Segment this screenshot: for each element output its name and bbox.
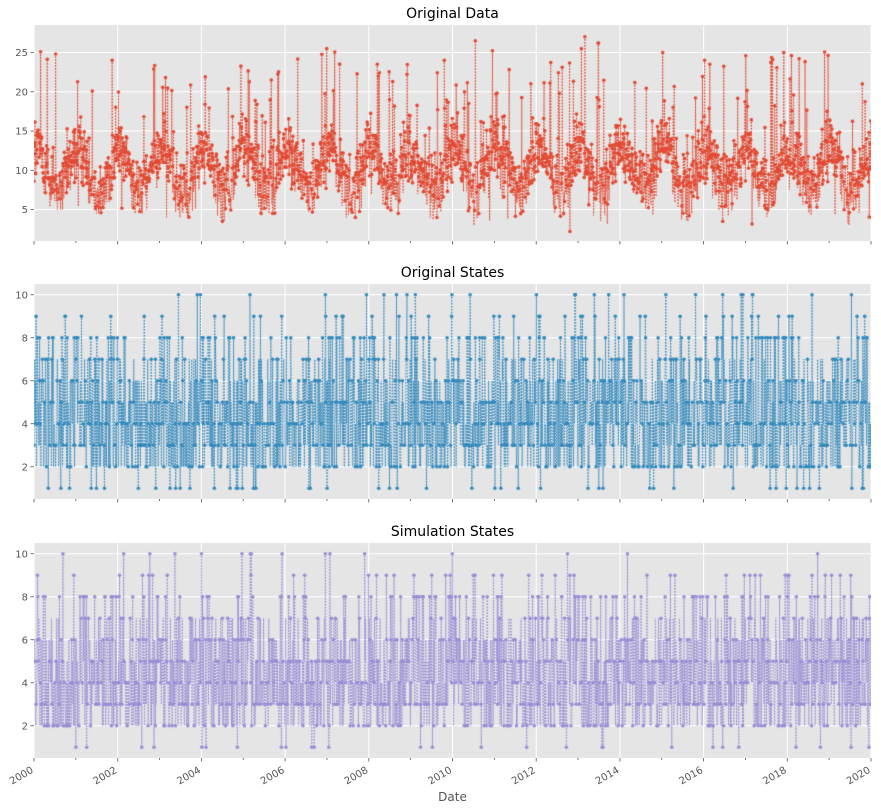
- x-axis-label: Date: [438, 790, 467, 804]
- x-tick-label: 2020: [845, 765, 873, 787]
- y-tick-label: 6: [22, 376, 28, 387]
- panel-original-data: 5 10 15 20 25 Original Data: [15, 6, 872, 245]
- x-tick-label: 2016: [678, 765, 706, 787]
- x-tick-label: 2004: [175, 765, 203, 787]
- y-tick-label: 15: [15, 127, 28, 138]
- x-tick-label: 2010: [426, 765, 454, 787]
- y-tick-label: 10: [15, 290, 28, 301]
- x-tick-label: 2012: [510, 765, 538, 787]
- panel-simulation-states: 2 4 6 8 10 Simulation States 2000 2002 2004 2006 2…: [8, 524, 873, 804]
- x-tick-label: 2000: [8, 765, 36, 787]
- y-tick-label: 8: [22, 592, 28, 603]
- panel-title: Simulation States: [391, 524, 514, 540]
- panel-title: Original Data: [406, 6, 499, 22]
- y-tick-label: 4: [22, 678, 28, 689]
- y-tick-label: 8: [22, 333, 28, 344]
- series-line: [34, 25, 871, 241]
- x-tick-label: 2014: [594, 765, 622, 787]
- y-tick-label: 25: [15, 48, 28, 59]
- y-tick-label: 2: [22, 721, 28, 732]
- panel-title: Original States: [401, 265, 505, 281]
- y-tick-label: 10: [15, 166, 28, 177]
- y-tick-label: 5: [22, 205, 28, 216]
- series-line: [34, 284, 871, 499]
- panel-original-states: 2 4 6 8 10 Original States: [15, 265, 872, 503]
- x-tick-label: 2002: [92, 765, 120, 787]
- y-tick-label: 6: [22, 635, 28, 646]
- x-tick-label: 2008: [343, 765, 371, 787]
- y-tick-label: 20: [15, 87, 28, 98]
- series-line: [34, 543, 871, 758]
- y-tick-label: 10: [15, 549, 28, 560]
- x-tick-label: 2006: [259, 765, 287, 787]
- x-tick-label: 2018: [761, 765, 789, 787]
- y-tick-label: 2: [22, 462, 28, 473]
- y-tick-label: 4: [22, 419, 28, 430]
